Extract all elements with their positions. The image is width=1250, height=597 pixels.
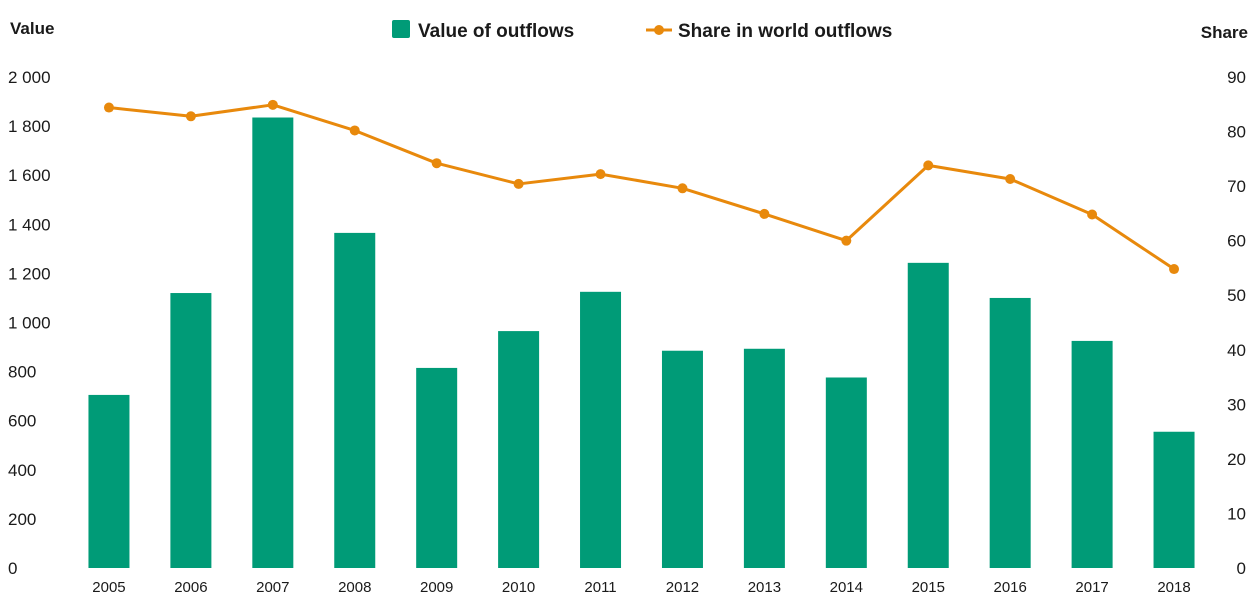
share-point-2013 (759, 208, 770, 219)
x-tick-label: 2005 (92, 579, 125, 596)
x-tick-label: 2016 (993, 579, 1026, 596)
y-right-tick-label: 90 (1227, 68, 1246, 87)
share-point-2009 (431, 158, 442, 169)
x-tick-label: 2017 (1075, 579, 1108, 596)
share-point-2010 (513, 178, 524, 189)
share-point-2005 (103, 102, 114, 113)
bar-2018 (1153, 431, 1195, 568)
legend-bar-label: Value of outflows (418, 21, 574, 42)
y-left-tick-label: 1 800 (8, 117, 51, 136)
bar-2005 (88, 394, 130, 568)
y-right-tick-label: 60 (1227, 232, 1246, 251)
share-point-2012 (677, 183, 688, 194)
bar-2009 (416, 367, 458, 568)
bar-2011 (580, 291, 622, 568)
x-tick-label: 2018 (1157, 579, 1190, 596)
x-tick-label: 2007 (256, 579, 289, 596)
y-left-tick-label: 200 (8, 510, 36, 529)
share-point-2018 (1169, 264, 1180, 275)
y-axis-right-title: Share (1201, 23, 1248, 42)
share-point-2014 (841, 235, 852, 246)
bar-2014 (825, 377, 867, 568)
bar-2010 (498, 331, 540, 568)
legend: Value of outflows Share in world outflow… (392, 20, 892, 42)
x-tick-label: 2008 (338, 579, 371, 596)
line-series (103, 99, 1180, 275)
legend-line-label: Share in world outflows (678, 21, 892, 42)
legend-bar-swatch (392, 20, 410, 38)
bar-2006 (170, 293, 212, 568)
y-right-tick-label: 40 (1227, 341, 1246, 360)
share-point-2008 (349, 125, 360, 136)
share-point-2006 (185, 111, 196, 122)
y-right-tick-label: 10 (1227, 504, 1246, 523)
y-left-tick-label: 400 (8, 461, 36, 480)
x-tick-label: 2010 (502, 579, 535, 596)
y-left-tick-label: 600 (8, 412, 36, 431)
bar-2007 (252, 117, 294, 568)
bar-2015 (907, 262, 949, 568)
x-axis-ticks: 2005 2006 2007 2008 2009 2010 2011 2012 2013 2014… (92, 579, 1190, 596)
x-tick-label: 2006 (174, 579, 207, 596)
x-tick-label: 2011 (584, 579, 616, 596)
share-point-2011 (595, 169, 606, 180)
y-right-tick-label: 50 (1227, 286, 1246, 305)
y-left-tick-label: 1 000 (8, 314, 51, 333)
x-tick-label: 2013 (748, 579, 781, 596)
share-point-2007 (267, 99, 278, 110)
bar-2012 (661, 350, 703, 568)
y-left-tick-label: 1 600 (8, 166, 51, 185)
y-right-tick-label: 30 (1227, 395, 1246, 414)
y-left-tick-label: 0 (8, 559, 17, 578)
bar-2008 (334, 232, 376, 568)
y-right-tick-label: 0 (1237, 559, 1246, 578)
y-axis-right-ticks: 0 10 20 30 40 50 60 70 80 90 (1227, 68, 1246, 578)
x-tick-label: 2015 (912, 579, 945, 596)
x-tick-label: 2009 (420, 579, 453, 596)
share-point-2017 (1087, 209, 1098, 220)
share-point-2016 (1005, 174, 1016, 185)
y-right-tick-label: 80 (1227, 123, 1246, 142)
y-right-tick-label: 70 (1227, 177, 1246, 196)
share-point-2015 (923, 160, 934, 171)
x-tick-label: 2012 (666, 579, 699, 596)
x-tick-label: 2014 (830, 579, 863, 596)
y-left-tick-label: 1 400 (8, 215, 51, 234)
y-left-tick-label: 1 200 (8, 264, 51, 283)
share-line (108, 103, 1175, 271)
y-axis-left-ticks: 0 200 400 600 800 1 000 1 200 1 400 1 600 1 800 2 … (8, 68, 51, 578)
bar-series (88, 117, 1195, 568)
bar-2017 (1071, 340, 1113, 568)
bar-2016 (989, 297, 1031, 568)
y-left-tick-label: 800 (8, 363, 36, 382)
y-left-tick-label: 2 000 (8, 68, 51, 87)
y-right-tick-label: 20 (1227, 450, 1246, 469)
y-axis-left-title: Value (10, 19, 54, 38)
bar-2013 (743, 348, 785, 568)
legend-line-marker (654, 25, 664, 35)
